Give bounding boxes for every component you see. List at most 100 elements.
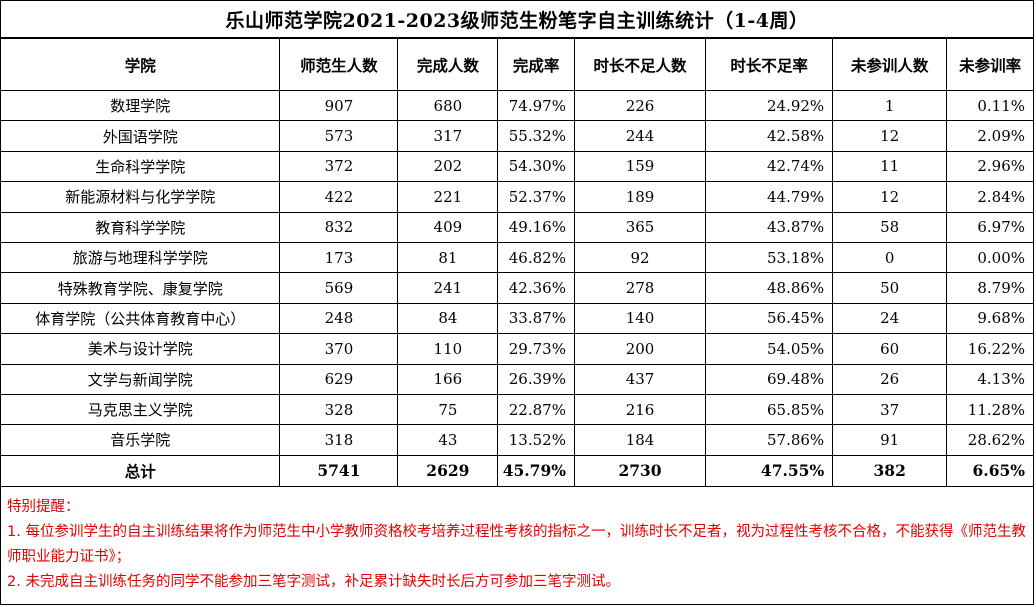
cell-completion-rate: 42.36%	[497, 272, 575, 304]
cell-students: 832	[279, 211, 399, 243]
table-row: 文学与新闻学院 629 166 26.39% 437 69.48% 26 4.13%	[0, 363, 1034, 395]
table-row: 教育科学学院 832 409 49.16% 365 43.87% 58 6.97%	[0, 211, 1034, 243]
cell-college: 特殊教育学院、康复学院	[0, 272, 281, 304]
table-row: 旅游与地理科学学院 173 81 46.82% 92 53.18% 0 0.00%	[0, 241, 1034, 274]
cell-completed: 75	[397, 393, 499, 426]
cell-absent-rate: 4.13%	[946, 363, 1034, 395]
table-row: 数理学院 907 680 74.97% 226 24.92% 1 0.11%	[0, 89, 1034, 122]
cell-college: 数理学院	[0, 89, 281, 122]
cell-students: 629	[279, 363, 399, 395]
cell-insufficient-rate: 56.45%	[705, 302, 834, 335]
sheet-title: 乐山师范学院2021-2023级师范生粉笔字自主训练统计（1-4周）	[1, 1, 1033, 38]
cell-college: 旅游与地理科学学院	[0, 241, 281, 274]
cell-students: 328	[279, 393, 399, 426]
cell-completion-rate: 74.97%	[497, 89, 575, 122]
cell-absent-rate: 16.22%	[946, 333, 1034, 365]
cell-absent: 37	[832, 393, 948, 426]
cell-college: 体育学院（公共体育教育中心）	[0, 302, 281, 335]
cell-insufficient: 159	[573, 150, 707, 183]
cell-insufficient-rate: 69.48%	[705, 363, 834, 395]
cell-absent: 26	[832, 363, 948, 395]
cell-insufficient: 244	[573, 120, 707, 152]
table-row: 音乐学院 318 43 13.52% 184 57.86% 91 28.62%	[0, 424, 1034, 456]
total-insufficient-rate: 47.55%	[705, 454, 834, 487]
cell-college: 马克思主义学院	[0, 393, 281, 426]
cell-insufficient-rate: 43.87%	[705, 211, 834, 243]
total-absent: 382	[832, 454, 948, 487]
cell-insufficient-rate: 53.18%	[705, 241, 834, 274]
total-students: 5741	[279, 454, 399, 487]
cell-completed: 202	[397, 150, 499, 183]
cell-completed: 409	[397, 211, 499, 243]
cell-insufficient-rate: 42.58%	[705, 120, 834, 152]
cell-completed: 680	[397, 89, 499, 122]
cell-completion-rate: 13.52%	[497, 424, 575, 456]
cell-absent: 0	[832, 241, 948, 274]
header-completed: 完成人数	[397, 38, 499, 91]
table-row: 新能源材料与化学学院 422 221 52.37% 189 44.79% 12 2.84%	[0, 181, 1034, 213]
cell-absent-rate: 8.79%	[946, 272, 1034, 304]
cell-insufficient-rate: 54.05%	[705, 333, 834, 365]
total-insufficient: 2730	[573, 454, 707, 487]
cell-students: 573	[279, 120, 399, 152]
cell-insufficient: 184	[573, 424, 707, 456]
cell-absent-rate: 2.09%	[946, 120, 1034, 152]
cell-completion-rate: 33.87%	[497, 302, 575, 335]
cell-students: 569	[279, 272, 399, 304]
cell-college: 美术与设计学院	[0, 333, 281, 365]
cell-completed: 84	[397, 302, 499, 335]
notes-line-1: 1. 每位参训学生的自主训练结果将作为师范生中小学教师资格校考培养过程性考核的指…	[7, 523, 1026, 565]
cell-college: 教育科学学院	[0, 211, 281, 243]
cell-completed: 241	[397, 272, 499, 304]
cell-completion-rate: 54.30%	[497, 150, 575, 183]
cell-insufficient: 226	[573, 89, 707, 122]
table-row: 体育学院（公共体育教育中心） 248 84 33.87% 140 56.45% 24 9.68…	[0, 302, 1034, 335]
cell-college: 生命科学学院	[0, 150, 281, 183]
cell-insufficient: 92	[573, 241, 707, 274]
table-row: 特殊教育学院、康复学院 569 241 42.36% 278 48.86% 50 8.79%	[0, 272, 1034, 304]
cell-insufficient: 216	[573, 393, 707, 426]
cell-college: 新能源材料与化学学院	[0, 181, 281, 213]
cell-students: 248	[279, 302, 399, 335]
cell-insufficient-rate: 42.74%	[705, 150, 834, 183]
cell-absent-rate: 6.97%	[946, 211, 1034, 243]
header-absent: 未参训人数	[832, 38, 948, 91]
cell-absent: 24	[832, 302, 948, 335]
notes-section: 特别提醒： 1. 每位参训学生的自主训练结果将作为师范生中小学教师资格校考培养过…	[1, 487, 1033, 595]
table-row: 生命科学学院 372 202 54.30% 159 42.74% 11 2.96%	[0, 150, 1034, 183]
cell-completed: 317	[397, 120, 499, 152]
header-college: 学院	[0, 38, 281, 91]
cell-insufficient: 278	[573, 272, 707, 304]
cell-students: 318	[279, 424, 399, 456]
cell-absent-rate: 0.11%	[946, 89, 1034, 122]
cell-insufficient: 140	[573, 302, 707, 335]
cell-insufficient-rate: 65.85%	[705, 393, 834, 426]
cell-students: 372	[279, 150, 399, 183]
cell-completion-rate: 55.32%	[497, 120, 575, 152]
notes-line-2: 2. 未完成自主训练任务的同学不能参加三笔字测试，补足累计缺失时长后方可参加三笔…	[7, 573, 620, 590]
cell-absent: 12	[832, 120, 948, 152]
cell-insufficient-rate: 57.86%	[705, 424, 834, 456]
cell-absent: 60	[832, 333, 948, 365]
cell-absent: 11	[832, 150, 948, 183]
total-completed: 2629	[397, 454, 499, 487]
cell-students: 173	[279, 241, 399, 274]
cell-absent-rate: 11.28%	[946, 393, 1034, 426]
cell-students: 907	[279, 89, 399, 122]
cell-completed: 43	[397, 424, 499, 456]
cell-students: 370	[279, 333, 399, 365]
cell-completed: 81	[397, 241, 499, 274]
total-row: 总计 5741 2629 45.79% 2730 47.55% 382 6.65…	[0, 454, 1034, 487]
total-label: 总计	[0, 454, 281, 487]
header-insufficient-rate: 时长不足率	[705, 38, 834, 91]
header-row: 学院 师范生人数 完成人数 完成率 时长不足人数 时长不足率 未参训人数 未参训…	[0, 38, 1034, 91]
cell-insufficient: 365	[573, 211, 707, 243]
cell-completed: 110	[397, 333, 499, 365]
statistics-table: 学院 师范生人数 完成人数 完成率 时长不足人数 时长不足率 未参训人数 未参训…	[0, 38, 1034, 487]
cell-absent: 91	[832, 424, 948, 456]
cell-completion-rate: 46.82%	[497, 241, 575, 274]
cell-students: 422	[279, 181, 399, 213]
cell-insufficient: 437	[573, 363, 707, 395]
header-insufficient: 时长不足人数	[573, 38, 707, 91]
header-students: 师范生人数	[279, 38, 399, 91]
